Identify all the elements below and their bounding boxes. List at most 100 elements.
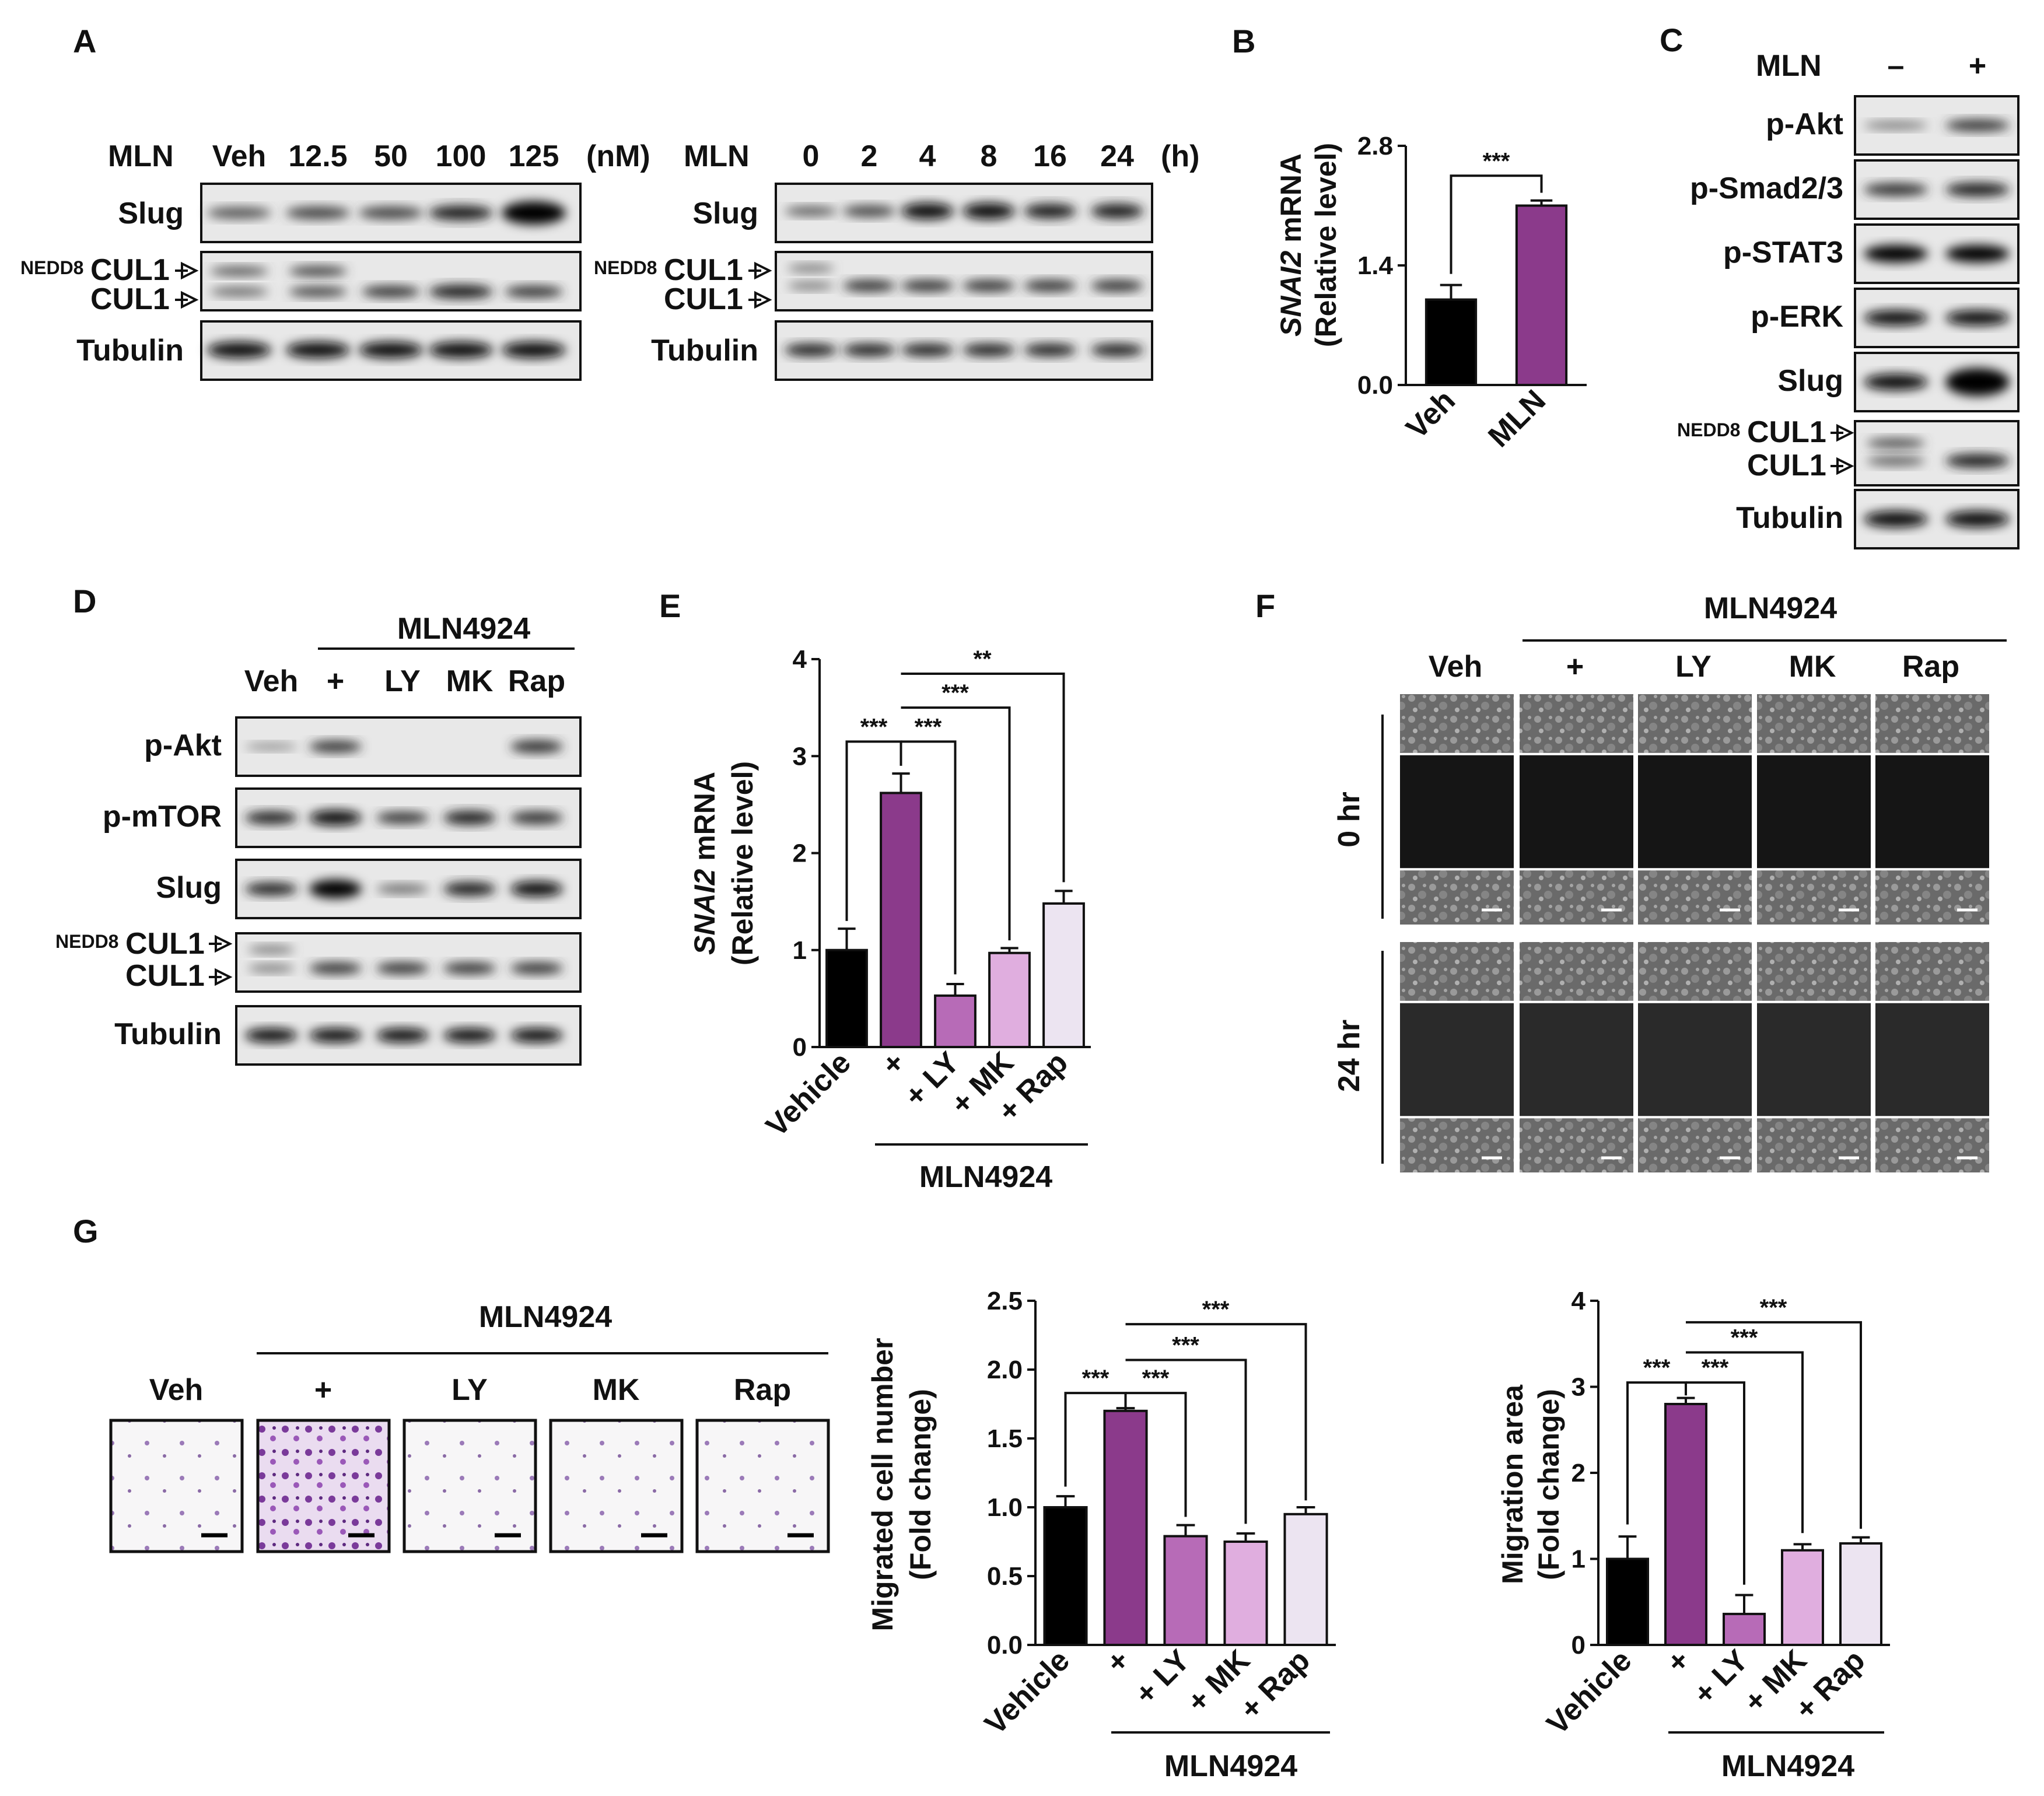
a-right-condition: 8 bbox=[981, 139, 998, 173]
wound-image bbox=[1400, 942, 1514, 1172]
d-blot-label: Slug bbox=[156, 871, 222, 905]
band bbox=[359, 342, 423, 358]
y-tick-label: 3 bbox=[793, 742, 807, 771]
band bbox=[309, 962, 362, 974]
band bbox=[843, 205, 895, 217]
a-left-cul1-blot bbox=[200, 251, 582, 311]
wound-image bbox=[1638, 942, 1752, 1172]
y-tick-label: 1.0 bbox=[987, 1493, 1023, 1522]
y-tick-label: 2 bbox=[1572, 1459, 1586, 1487]
wound-image bbox=[1638, 694, 1752, 925]
c-plus: + bbox=[1969, 49, 1986, 83]
g1-ylabel-2: (Fold change) bbox=[904, 1389, 937, 1580]
sig-label: *** bbox=[1702, 1355, 1729, 1381]
a-left-row-label: MLN bbox=[108, 139, 174, 173]
band bbox=[248, 946, 295, 954]
a-left-tubulin-label: Tubulin bbox=[76, 334, 184, 367]
band bbox=[286, 342, 350, 358]
bar bbox=[1664, 1403, 1707, 1646]
d-nedd8-sup: NEDD8 bbox=[55, 931, 118, 952]
y-tick-label: 1.4 bbox=[1357, 251, 1394, 280]
panel-label-g: G bbox=[73, 1213, 99, 1249]
c-nedd8-cul1-label: CUL1 bbox=[1747, 415, 1826, 449]
wound-gap bbox=[1520, 754, 1633, 870]
a-right-cul1-blot bbox=[775, 251, 1153, 311]
panel-c: MLN – + p-Akt p-Smad2/3 p-STAT3 p-ERK Slug N… bbox=[1677, 49, 2020, 549]
transwell-image bbox=[695, 1419, 830, 1553]
band bbox=[245, 811, 298, 824]
a-right-arrow-cul1 bbox=[748, 290, 772, 309]
wound-gap bbox=[1638, 1002, 1752, 1118]
band bbox=[963, 203, 1015, 219]
e-ylabel-2: (Relative level) bbox=[726, 761, 759, 965]
d-cul1-label: CUL1 bbox=[125, 959, 205, 993]
band bbox=[785, 206, 837, 216]
wound-gap bbox=[1400, 754, 1514, 870]
g-condition: Rap bbox=[734, 1373, 791, 1407]
panel-g: MLN4924 Veh + LY MK Rap 0.0 0.5 1.0 1.5 2.0 2.5 Ve… bbox=[109, 1287, 1890, 1783]
g1-group-label: MLN4924 bbox=[1164, 1749, 1297, 1783]
c-blot-label: p-Smad2/3 bbox=[1690, 171, 1843, 205]
panel-label-f: F bbox=[1255, 587, 1275, 624]
bar bbox=[1515, 204, 1568, 386]
g-treatment: MLN4924 bbox=[479, 1300, 612, 1334]
bar bbox=[1723, 1612, 1766, 1646]
sig-bracket bbox=[901, 706, 1011, 941]
a-left-condition: 100 bbox=[436, 139, 487, 173]
y-tick-label: 0.0 bbox=[987, 1631, 1023, 1660]
band bbox=[289, 266, 347, 276]
g-condition: MK bbox=[593, 1373, 640, 1407]
band bbox=[362, 286, 420, 297]
f-condition: MK bbox=[1789, 650, 1836, 684]
g-condition: LY bbox=[452, 1373, 488, 1407]
bar bbox=[1223, 1541, 1268, 1646]
band bbox=[443, 811, 496, 825]
a-right-conditions: 0 2 4 8 16 24 bbox=[803, 139, 1134, 173]
sig-label: *** bbox=[942, 680, 969, 706]
bar bbox=[1103, 1409, 1148, 1647]
a-left-conditions: Veh 12.5 50 100 125 bbox=[212, 139, 559, 173]
bar bbox=[934, 994, 977, 1048]
g2-group-label: MLN4924 bbox=[1721, 1749, 1854, 1783]
a-right-condition: 16 bbox=[1033, 139, 1067, 173]
band bbox=[248, 964, 295, 972]
c-cul1-label: CUL1 bbox=[1747, 449, 1826, 482]
a-left-cul1-label: CUL1 bbox=[90, 282, 170, 316]
bar bbox=[1042, 902, 1085, 1048]
band bbox=[1864, 121, 1928, 129]
f-time-0: 0 hr bbox=[1332, 792, 1366, 847]
band bbox=[510, 881, 563, 897]
a-left-condition: 50 bbox=[374, 139, 408, 173]
a-right-condition: 2 bbox=[861, 139, 878, 173]
band bbox=[207, 342, 271, 358]
sig-bracket bbox=[1125, 1323, 1307, 1501]
wound-gap bbox=[1757, 754, 1871, 870]
band bbox=[502, 201, 566, 225]
panel-label-b: B bbox=[1232, 23, 1255, 59]
c-minus: – bbox=[1888, 49, 1905, 83]
band bbox=[245, 743, 298, 750]
bar bbox=[1163, 1535, 1208, 1647]
band bbox=[510, 962, 563, 974]
d-treatment: MLN4924 bbox=[397, 612, 530, 646]
band bbox=[785, 344, 837, 356]
band bbox=[843, 344, 895, 356]
d-condition: + bbox=[327, 664, 344, 698]
e-ylabel-gene: SNAI2 bbox=[688, 869, 721, 955]
b-ylabel-2: (Relative level) bbox=[1310, 143, 1342, 347]
sig-label: *** bbox=[1172, 1332, 1199, 1358]
sig-bracket bbox=[1626, 1381, 1687, 1525]
d-nedd8-cul1-label: CUL1 bbox=[125, 927, 205, 961]
band bbox=[1945, 120, 2010, 131]
b-ylabel-rest: mRNA bbox=[1275, 153, 1307, 251]
band bbox=[901, 203, 954, 219]
band bbox=[376, 884, 429, 894]
a-left-arrow-cul1 bbox=[175, 290, 199, 309]
x-tick-label: + bbox=[1660, 1643, 1696, 1679]
c-band bbox=[1867, 456, 1925, 466]
c-row-label: MLN bbox=[1756, 49, 1822, 83]
panel-label-e: E bbox=[659, 587, 681, 624]
f-condition: + bbox=[1566, 650, 1584, 684]
band bbox=[207, 207, 271, 219]
